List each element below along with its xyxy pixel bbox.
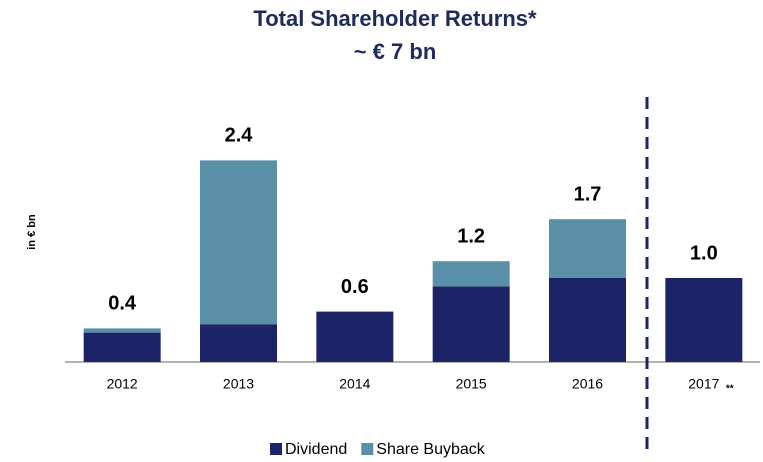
x-tick-label: 2015 xyxy=(456,376,487,392)
total-label: 0.6 xyxy=(341,276,369,298)
total-label: 1.0 xyxy=(690,242,718,264)
x-tick-label: 2013 xyxy=(223,376,254,392)
bar-segment xyxy=(83,328,161,333)
bar-segment xyxy=(83,332,161,362)
chart-subtitle: ~ € 7 bn xyxy=(354,39,437,64)
bar-segment xyxy=(200,160,277,325)
bar-segment xyxy=(549,278,626,362)
legend-label: Share Buyback xyxy=(376,441,486,458)
x-tick-label: 2016 xyxy=(572,376,603,392)
legend-swatch xyxy=(270,443,282,455)
total-label: 1.7 xyxy=(574,183,602,205)
total-label: 2.4 xyxy=(225,125,254,147)
legend-swatch xyxy=(361,443,374,455)
total-label: 1.2 xyxy=(457,225,485,247)
x-tick-label: 2017 xyxy=(688,376,719,392)
x-tick-label: 2014 xyxy=(339,376,370,392)
legend-label: Dividend xyxy=(285,441,347,458)
footnote-mark: ** xyxy=(726,384,734,395)
bar-segment xyxy=(549,219,626,278)
total-label: 0.4 xyxy=(108,293,137,315)
bar-segment xyxy=(200,324,277,362)
bar-segment xyxy=(432,286,510,362)
chart-title: Total Shareholder Returns* xyxy=(253,6,537,31)
y-axis-label: in € bn xyxy=(26,214,38,250)
bar-segment xyxy=(665,278,743,362)
bar-segment xyxy=(432,261,510,287)
x-tick-label: 2012 xyxy=(107,376,138,392)
bar-segment xyxy=(316,311,394,362)
